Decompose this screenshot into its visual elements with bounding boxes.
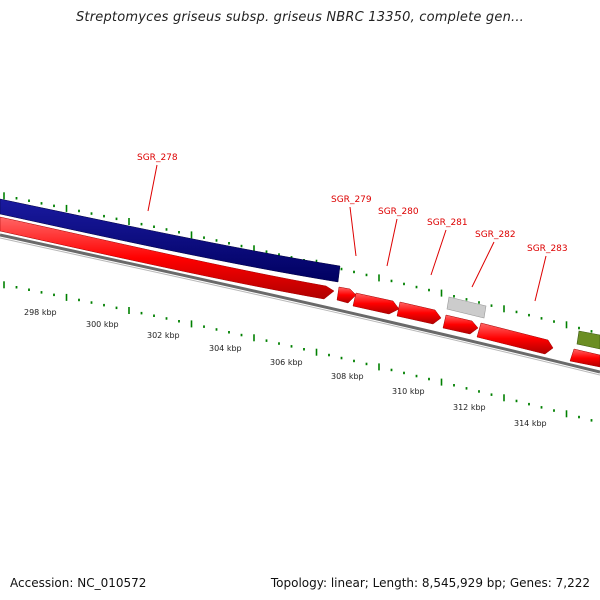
- scale-label: 302 kbp: [147, 331, 180, 340]
- gene-sgr-280-arrow[interactable]: [352, 292, 400, 315]
- leader-line-sgr-278: [147, 164, 158, 212]
- page-title: Streptomyces griseus subsp. griseus NBRC…: [75, 10, 525, 25]
- lower-tick-track: [3, 281, 593, 422]
- scale-label: 314 kbp: [514, 419, 547, 428]
- leader-line-sgr-279: [349, 206, 357, 257]
- gene-sgr-281-arrow[interactable]: [396, 301, 442, 325]
- gene-label-sgr-278[interactable]: SGR_278: [137, 153, 178, 163]
- gene-label-sgr-281[interactable]: SGR_281: [427, 218, 468, 228]
- scale-label: 304 kbp: [209, 344, 242, 353]
- accession-text: Accession: NC_010572: [10, 576, 147, 590]
- gene-green-block[interactable]: [576, 330, 600, 350]
- leader-line-sgr-281: [430, 229, 447, 276]
- scale-label: 308 kbp: [331, 372, 364, 381]
- leader-line-sgr-280: [386, 218, 398, 267]
- gene-labels: SGR_278 SGR_279 SGR_280 SGR_281 SGR_282 …: [137, 153, 568, 302]
- scale-label: 306 kbp: [270, 358, 303, 367]
- gene-label-sgr-283[interactable]: SGR_283: [527, 244, 568, 254]
- leader-line-sgr-283: [534, 255, 547, 302]
- gene-label-sgr-282[interactable]: SGR_282: [475, 230, 516, 240]
- leader-line-sgr-282: [471, 241, 495, 288]
- gene-sgr-278-bar[interactable]: [0, 198, 341, 283]
- scale-label: 312 kbp: [453, 403, 486, 412]
- genome-backbone-shadow: [0, 237, 600, 376]
- gene-sgr-279-arrow[interactable]: [336, 286, 357, 304]
- scale-labels: 298 kbp 300 kbp 302 kbp 304 kbp 306 kbp …: [24, 308, 547, 428]
- gene-sgr-282-arrow[interactable]: [442, 314, 479, 335]
- scale-label: 300 kbp: [86, 320, 119, 329]
- scale-label: 298 kbp: [24, 308, 57, 317]
- genome-backbone-line: [0, 233, 600, 374]
- gene-next-arrow[interactable]: [569, 348, 600, 368]
- gene-label-sgr-279[interactable]: SGR_279: [331, 195, 372, 205]
- gene-sgr-278-arrow[interactable]: [0, 216, 335, 300]
- genome-summary-text: Topology: linear; Length: 8,545,929 bp; …: [270, 576, 590, 590]
- upper-tick-track: [3, 192, 593, 333]
- scale-label: 310 kbp: [392, 387, 425, 396]
- gene-label-sgr-280[interactable]: SGR_280: [378, 207, 419, 217]
- gene-sgr-283-arrow[interactable]: [476, 322, 554, 355]
- gene-light-block[interactable]: [446, 296, 487, 319]
